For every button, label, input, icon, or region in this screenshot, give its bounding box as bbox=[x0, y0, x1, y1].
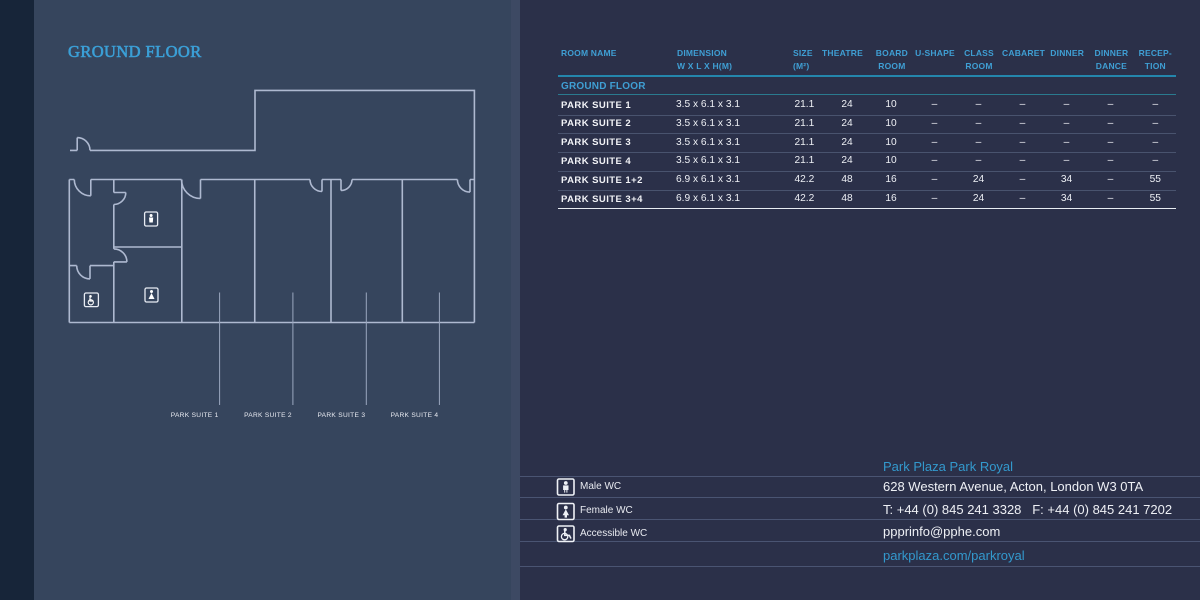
svg-text:PARK SUITE 2: PARK SUITE 2 bbox=[244, 412, 292, 419]
svg-text:PARK SUITE 3: PARK SUITE 3 bbox=[317, 412, 365, 419]
svg-text:PARK SUITE 1: PARK SUITE 1 bbox=[171, 412, 219, 419]
svg-text:PARK SUITE 4: PARK SUITE 4 bbox=[391, 412, 439, 419]
